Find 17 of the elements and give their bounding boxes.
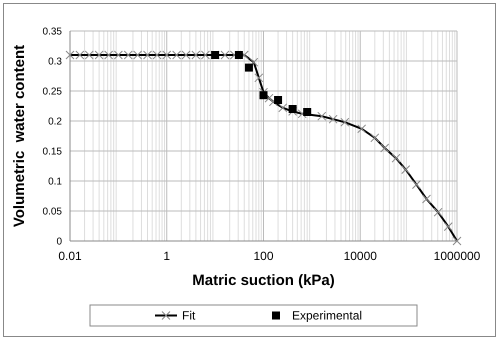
- x-tick-label: 1: [163, 249, 170, 263]
- y-tick-label: 0.15: [42, 146, 62, 158]
- y-tick-label: 0: [56, 236, 62, 248]
- y-tick-label: 0.25: [42, 86, 62, 98]
- legend-label: Fit: [182, 308, 196, 323]
- y-axis-title: Volumetric water content: [11, 44, 28, 228]
- x-tick-label: 10000: [344, 249, 378, 263]
- x-tick-label: 0.01: [58, 249, 82, 263]
- y-tick-label: 0.35: [42, 26, 62, 38]
- y-tick-label: 0.2: [48, 116, 62, 128]
- x-tick-label: 1000000: [434, 249, 481, 263]
- y-tick-label: 0.05: [42, 206, 62, 218]
- y-tick-label: 0.3: [48, 56, 62, 68]
- x-axis-title: Matric suction (kPa): [192, 272, 335, 289]
- y-tick-label: 0.1: [48, 176, 62, 188]
- x-tick-label: 100: [253, 249, 274, 263]
- legend-label: Experimental: [292, 308, 362, 323]
